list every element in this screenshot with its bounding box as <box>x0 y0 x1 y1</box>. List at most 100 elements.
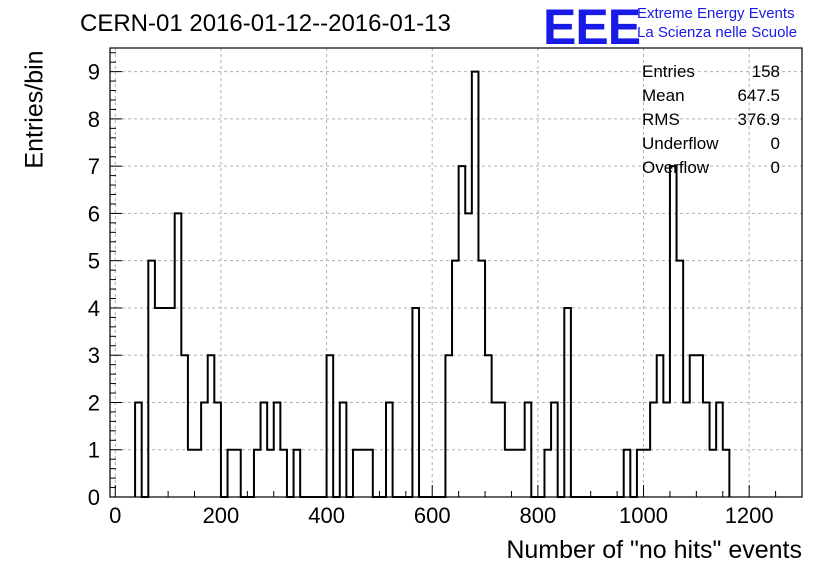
logo-line-1: Extreme Energy Events <box>637 5 795 22</box>
x-tick-label: 600 <box>414 503 451 528</box>
stats-value: 0 <box>770 158 780 177</box>
y-axis-label: Entries/bin <box>20 50 49 169</box>
stats-value: 158 <box>751 62 780 81</box>
histogram-bin <box>472 72 479 497</box>
stats-row-rms: RMS 376.9 <box>642 108 780 132</box>
histogram-bin <box>723 450 730 497</box>
stats-row-mean: Mean 647.5 <box>642 84 780 108</box>
x-tick-label: 1200 <box>725 503 774 528</box>
histogram-bin <box>412 308 419 497</box>
histogram-bin <box>637 450 644 497</box>
stats-row-overflow: Overflow 0 <box>642 156 780 180</box>
histogram-bin <box>188 450 195 497</box>
histogram-bin <box>703 402 710 497</box>
stats-label: Mean <box>642 86 685 105</box>
histogram-bin <box>525 402 532 497</box>
histogram-bin <box>624 450 631 497</box>
histogram-outline <box>134 70 731 498</box>
histogram-bin <box>492 402 499 497</box>
stats-row-underflow: Underflow 0 <box>642 132 780 156</box>
histogram-bin <box>710 450 717 497</box>
x-tick-label: 200 <box>203 503 240 528</box>
eee-logo: EEE <box>543 0 641 55</box>
histogram-bin <box>261 402 268 497</box>
y-tick-label: 7 <box>88 154 100 179</box>
stats-label: RMS <box>642 110 680 129</box>
histogram-bin <box>386 402 393 497</box>
stats-label: Underflow <box>642 134 719 153</box>
histogram-bin <box>267 450 274 497</box>
histogram-bin <box>366 450 373 497</box>
y-tick-label: 4 <box>88 296 100 321</box>
y-tick-label: 0 <box>88 485 100 510</box>
histogram-bin <box>234 450 241 497</box>
histogram-bin <box>690 355 697 497</box>
y-tick-label: 3 <box>88 343 100 368</box>
logo-caption: Extreme Energy Events La Scienza nelle S… <box>637 4 797 42</box>
histogram-bin <box>511 450 518 497</box>
stats-box: Entries 158 Mean 647.5 RMS 376.9 Underfl… <box>642 60 780 180</box>
histogram-bin <box>168 308 175 497</box>
histogram-bin <box>716 402 723 497</box>
histogram-bin <box>294 450 301 497</box>
histogram-bin <box>208 355 215 497</box>
histogram-bin <box>696 355 703 497</box>
histogram-bin <box>327 355 334 497</box>
histogram-bin <box>518 450 525 497</box>
histogram-bin <box>498 402 505 497</box>
y-tick-label: 6 <box>88 201 100 226</box>
logo-line-2: La Scienza nelle Scuole <box>637 24 798 41</box>
y-tick-label: 2 <box>88 390 100 415</box>
stats-value: 647.5 <box>737 86 780 105</box>
y-tick-label: 1 <box>88 438 100 463</box>
stats-value: 0 <box>770 134 780 153</box>
histogram-bin <box>280 450 287 497</box>
histogram-bin <box>353 450 360 497</box>
histogram-bin <box>254 450 261 497</box>
histogram-bin <box>551 402 558 497</box>
histogram-bin <box>478 261 485 497</box>
x-tick-label: 0 <box>109 503 121 528</box>
histogram-bin <box>670 166 677 497</box>
histogram-bin <box>201 402 208 497</box>
x-tick-label: 800 <box>520 503 557 528</box>
histogram-bin <box>274 402 281 497</box>
x-axis-label: Number of "no hits" events <box>506 536 802 564</box>
histogram-bin <box>360 450 367 497</box>
histogram-bin <box>657 355 664 497</box>
histogram-bin <box>459 166 466 497</box>
stats-label: Overflow <box>642 158 710 177</box>
x-tick-label: 1000 <box>619 503 668 528</box>
stats-row-entries: Entries 158 <box>642 60 780 84</box>
histogram-bin <box>155 308 162 497</box>
histogram-bin <box>677 261 684 497</box>
histogram-bin <box>228 450 235 497</box>
x-tick-label: 400 <box>308 503 345 528</box>
histogram-bin <box>445 355 452 497</box>
histogram-bin <box>564 308 571 497</box>
histogram-bin <box>465 213 472 497</box>
y-tick-label: 5 <box>88 249 100 274</box>
stats-value: 376.9 <box>737 110 780 129</box>
histogram-bin <box>650 402 657 497</box>
y-tick-label: 9 <box>88 60 100 85</box>
chart-title: CERN-01 2016-01-12--2016-01-13 <box>80 10 451 37</box>
histogram-bin <box>148 261 155 497</box>
histogram-bin <box>340 402 347 497</box>
histogram-bin <box>663 402 670 497</box>
histogram-bin <box>544 450 551 497</box>
histogram-bin <box>195 450 202 497</box>
histogram-bin <box>644 450 651 497</box>
histogram-bin <box>683 402 690 497</box>
plot-frame <box>109 47 803 498</box>
stats-label: Entries <box>642 62 695 81</box>
histogram-bin <box>452 261 459 497</box>
histogram-bin <box>214 402 221 497</box>
histogram-bin <box>485 355 492 497</box>
y-tick-label: 8 <box>88 107 100 132</box>
histogram-bin <box>135 402 142 497</box>
histogram-bin <box>181 355 188 497</box>
histogram-bin <box>162 308 169 497</box>
histogram-bin <box>175 213 182 497</box>
